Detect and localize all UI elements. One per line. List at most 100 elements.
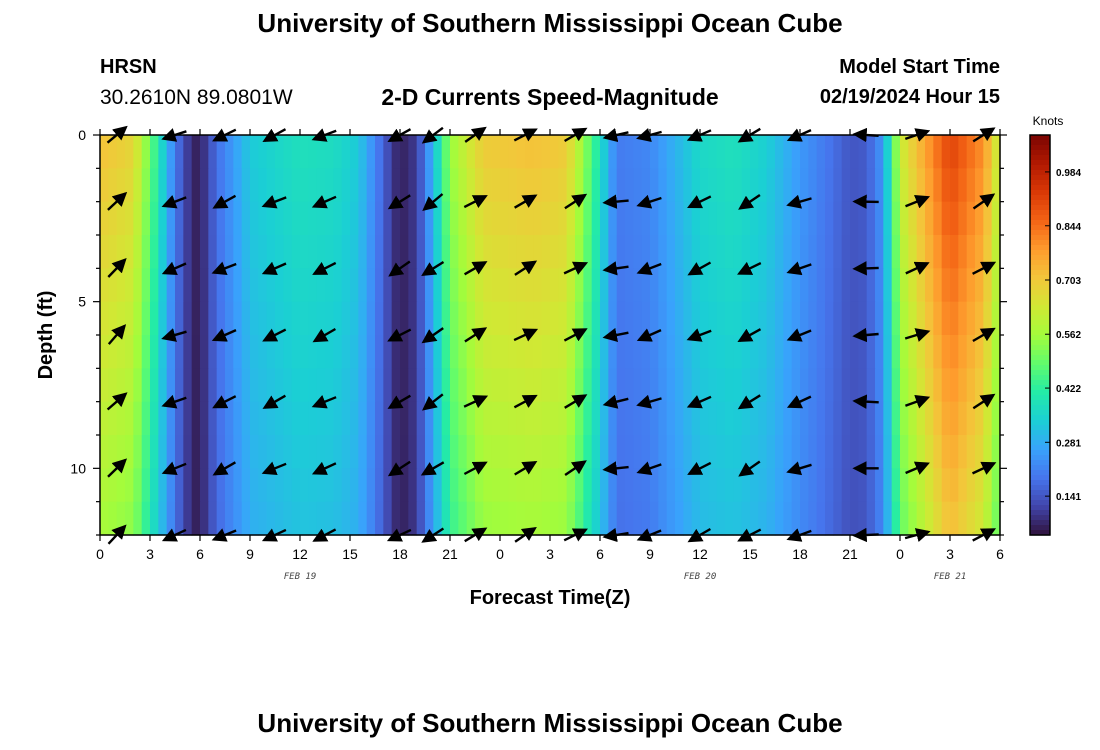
heatmap-cell: [600, 235, 609, 269]
heatmap-cell: [291, 368, 301, 403]
heatmap-cell: [666, 235, 676, 269]
heatmap-cell: [166, 335, 176, 369]
heatmap-cell: [158, 335, 168, 369]
heatmap-cell: [291, 468, 301, 503]
heatmap-cell: [666, 335, 676, 369]
heatmap-cell: [366, 368, 376, 403]
heatmap-cell: [483, 468, 493, 503]
heatmap-cell: [316, 368, 326, 403]
heatmap-cell: [166, 301, 176, 336]
heatmap-cell: [758, 168, 768, 203]
heatmap-cell: [400, 301, 409, 336]
heatmap-cell: [825, 368, 834, 403]
heatmap-cell: [441, 235, 451, 269]
heatmap-cell: [341, 368, 351, 403]
heatmap-cell: [650, 235, 659, 269]
heatmap-cell: [350, 135, 359, 169]
heatmap-cell: [983, 235, 993, 269]
heatmap-cell: [216, 268, 226, 303]
heatmap-cell: [416, 468, 426, 503]
heatmap-cell: [725, 435, 734, 469]
heatmap-cell: [750, 201, 759, 236]
heatmap-cell: [441, 335, 451, 369]
heatmap-cell: [466, 168, 476, 203]
heatmap-cell: [350, 401, 359, 436]
heatmap-cell: [283, 268, 293, 303]
heatmap-cell: [350, 201, 359, 236]
heatmap-cell: [308, 135, 318, 169]
colorbar-segment: [1030, 180, 1050, 186]
heatmap-cell: [283, 501, 293, 536]
heatmap-cell: [833, 335, 843, 369]
heatmap-cell: [500, 401, 509, 436]
heatmap-cell: [241, 135, 251, 169]
current-vector: [972, 393, 996, 410]
heatmap-cell: [175, 468, 184, 503]
heatmap-cell: [958, 135, 968, 169]
current-vector: [786, 328, 812, 342]
heatmap-cell: [175, 435, 184, 469]
heatmap-cell: [841, 268, 851, 303]
heatmap-cell: [375, 501, 384, 536]
current-vector: [311, 395, 337, 409]
heatmap-cell: [766, 335, 776, 369]
heatmap-cell: [808, 235, 818, 269]
heatmap-cell: [883, 401, 893, 436]
colorbar-segment: [1030, 255, 1050, 261]
heatmap-cell: [316, 501, 326, 536]
heatmap-cell: [466, 268, 476, 303]
heatmap-cell: [425, 501, 434, 536]
heatmap-cell: [716, 468, 726, 503]
heatmap-cell: [208, 135, 218, 169]
colorbar-segment: [1030, 215, 1050, 221]
heatmap-cell: [566, 435, 576, 469]
heatmap-cell: [525, 301, 534, 336]
heatmap-cell: [658, 368, 668, 403]
heatmap-cell: [725, 301, 734, 336]
heatmap-cell: [250, 468, 259, 503]
heatmap-cell: [475, 201, 484, 236]
heatmap-cell: [833, 501, 843, 536]
heatmap-cell: [400, 235, 409, 269]
heatmap-cell: [141, 301, 151, 336]
current-vector: [687, 195, 712, 209]
heatmap-cell: [866, 335, 876, 369]
colorbar-segment: [1030, 475, 1050, 481]
heatmap-cell: [241, 501, 251, 536]
heatmap-cell: [941, 401, 951, 436]
heatmap-cell: [708, 335, 718, 369]
heatmap-cell: [850, 301, 859, 336]
heatmap-cell: [841, 468, 851, 503]
heatmap-cell: [266, 201, 276, 236]
heatmap-cell: [608, 435, 618, 469]
heatmap-cell: [858, 435, 868, 469]
heatmap-cell: [491, 435, 501, 469]
heatmap-cell: [700, 135, 709, 169]
heatmap-cell: [816, 235, 826, 269]
heatmap-cell: [166, 235, 176, 269]
heatmap-cell: [616, 168, 626, 203]
colorbar-segment: [1030, 390, 1050, 396]
heatmap-cell: [875, 401, 884, 436]
colorbar-segment: [1030, 435, 1050, 441]
heatmap-cell: [291, 168, 301, 203]
heatmap-cell: [975, 135, 984, 169]
heatmap-cell: [483, 135, 493, 169]
heatmap-cell: [850, 168, 859, 203]
heatmap-cell: [158, 401, 168, 436]
heatmap-cell: [983, 335, 993, 369]
heatmap-cell: [600, 301, 609, 336]
heatmap-cell: [975, 368, 984, 403]
x-tick-label: 15: [342, 546, 358, 562]
current-vector: [737, 328, 762, 342]
heatmap-cell: [150, 168, 159, 203]
heatmap-cell: [858, 201, 868, 236]
current-vector: [971, 461, 997, 475]
heatmap-cell: [533, 435, 543, 469]
heatmap-cell: [858, 268, 868, 303]
heatmap-cell: [808, 401, 818, 436]
heatmap-cell: [516, 168, 526, 203]
heatmap-cell: [200, 135, 209, 169]
heatmap-cell: [141, 135, 151, 169]
heatmap-cell: [133, 168, 143, 203]
